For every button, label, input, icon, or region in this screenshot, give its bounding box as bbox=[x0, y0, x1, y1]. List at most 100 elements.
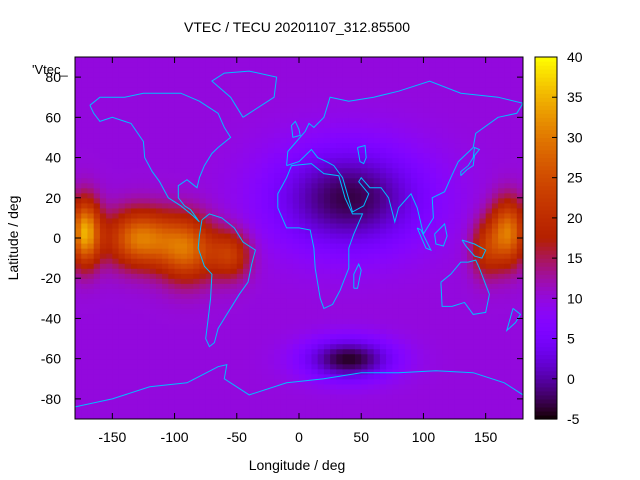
heatmap-cell bbox=[473, 318, 481, 325]
heatmap-cell bbox=[218, 122, 225, 128]
heatmap-cell bbox=[243, 147, 250, 154]
heatmap-cell bbox=[429, 273, 437, 279]
heatmap-cell bbox=[330, 348, 337, 355]
heatmap-cell bbox=[386, 122, 393, 128]
heatmap-cell bbox=[323, 147, 331, 154]
heatmap-cell bbox=[423, 258, 431, 264]
heatmap-cell bbox=[274, 288, 281, 294]
heatmap-cell bbox=[299, 117, 306, 123]
heatmap-cell bbox=[118, 318, 126, 325]
heatmap-cell bbox=[230, 278, 238, 284]
heatmap-cell bbox=[367, 92, 375, 98]
heatmap-cell bbox=[473, 328, 481, 335]
heatmap-cell bbox=[386, 132, 393, 139]
heatmap-cell bbox=[124, 398, 132, 405]
heatmap-cell bbox=[93, 142, 101, 149]
heatmap-cell bbox=[355, 72, 362, 78]
heatmap-cell bbox=[292, 87, 300, 93]
heatmap-cell bbox=[211, 283, 219, 289]
heatmap-cell bbox=[504, 363, 512, 370]
heatmap-cell bbox=[99, 82, 107, 88]
heatmap-cell bbox=[243, 217, 250, 224]
heatmap-cell bbox=[124, 197, 132, 204]
heatmap-cell bbox=[448, 343, 456, 350]
heatmap-cell bbox=[162, 97, 169, 103]
heatmap-cell bbox=[292, 278, 300, 284]
heatmap-cell bbox=[131, 112, 138, 118]
heatmap-cell bbox=[286, 403, 294, 410]
heatmap-cell bbox=[311, 293, 319, 299]
heatmap-cell bbox=[286, 157, 294, 164]
heatmap-cell bbox=[467, 192, 474, 199]
heatmap-cell bbox=[149, 202, 157, 209]
heatmap-cell bbox=[199, 72, 207, 78]
heatmap-cell bbox=[205, 92, 213, 98]
heatmap-cell bbox=[479, 92, 487, 98]
heatmap-cell bbox=[168, 122, 176, 128]
heatmap-cell bbox=[274, 278, 281, 284]
heatmap-cell bbox=[143, 147, 151, 154]
heatmap-cell bbox=[454, 383, 462, 390]
heatmap-cell bbox=[491, 212, 499, 219]
heatmap-cell bbox=[442, 127, 449, 134]
heatmap-cell bbox=[361, 398, 369, 405]
heatmap-cell bbox=[87, 172, 95, 179]
heatmap-cell bbox=[218, 157, 225, 164]
heatmap-cell bbox=[230, 162, 238, 169]
heatmap-cell bbox=[510, 253, 518, 259]
heatmap-cell bbox=[336, 293, 344, 299]
heatmap-cell bbox=[411, 398, 418, 405]
heatmap-cell bbox=[106, 363, 113, 370]
heatmap-cell bbox=[323, 248, 331, 254]
heatmap-cell bbox=[379, 157, 387, 164]
heatmap-cell bbox=[155, 383, 163, 390]
heatmap-cell bbox=[274, 248, 281, 254]
heatmap-cell bbox=[292, 77, 300, 83]
heatmap-cell bbox=[286, 142, 294, 149]
heatmap-cell bbox=[168, 258, 176, 264]
heatmap-cell bbox=[99, 288, 107, 294]
heatmap-cell bbox=[75, 268, 82, 274]
heatmap-cell bbox=[417, 393, 425, 400]
heatmap-cell bbox=[236, 263, 244, 269]
heatmap-cell bbox=[305, 222, 313, 229]
heatmap-cell bbox=[267, 87, 275, 93]
heatmap-cell bbox=[498, 142, 505, 149]
heatmap-cell bbox=[143, 308, 151, 315]
heatmap-cell bbox=[137, 197, 145, 204]
heatmap-cell bbox=[348, 142, 356, 149]
heatmap-cell bbox=[404, 112, 412, 118]
heatmap-cell bbox=[504, 338, 512, 345]
heatmap-cell bbox=[330, 388, 337, 395]
heatmap-cell bbox=[99, 268, 107, 274]
heatmap-cell bbox=[454, 72, 462, 78]
heatmap-cell bbox=[143, 162, 151, 169]
heatmap-cell bbox=[180, 232, 188, 239]
heatmap-cell bbox=[75, 212, 82, 219]
heatmap-cell bbox=[361, 77, 369, 83]
heatmap-cell bbox=[429, 243, 437, 249]
heatmap-cell bbox=[473, 323, 481, 330]
heatmap-cell bbox=[224, 408, 232, 415]
heatmap-cell bbox=[261, 413, 269, 419]
heatmap-cell bbox=[118, 278, 126, 284]
heatmap-cell bbox=[224, 303, 232, 309]
heatmap-cell bbox=[187, 147, 194, 154]
heatmap-cell bbox=[342, 107, 350, 113]
heatmap-cell bbox=[274, 77, 281, 83]
heatmap-cell bbox=[224, 293, 232, 299]
heatmap-cell bbox=[485, 343, 493, 350]
heatmap-cell bbox=[479, 413, 487, 419]
heatmap-cell bbox=[392, 102, 400, 108]
heatmap-cell bbox=[404, 303, 412, 309]
heatmap-cell bbox=[274, 92, 281, 98]
heatmap-cell bbox=[243, 222, 250, 229]
heatmap-cell bbox=[379, 72, 387, 78]
heatmap-cell bbox=[261, 197, 269, 204]
heatmap-cell bbox=[249, 373, 257, 380]
heatmap-cell bbox=[323, 72, 331, 78]
heatmap-cell bbox=[118, 288, 126, 294]
heatmap-cell bbox=[485, 303, 493, 309]
heatmap-cell bbox=[485, 333, 493, 340]
heatmap-cell bbox=[211, 323, 219, 330]
